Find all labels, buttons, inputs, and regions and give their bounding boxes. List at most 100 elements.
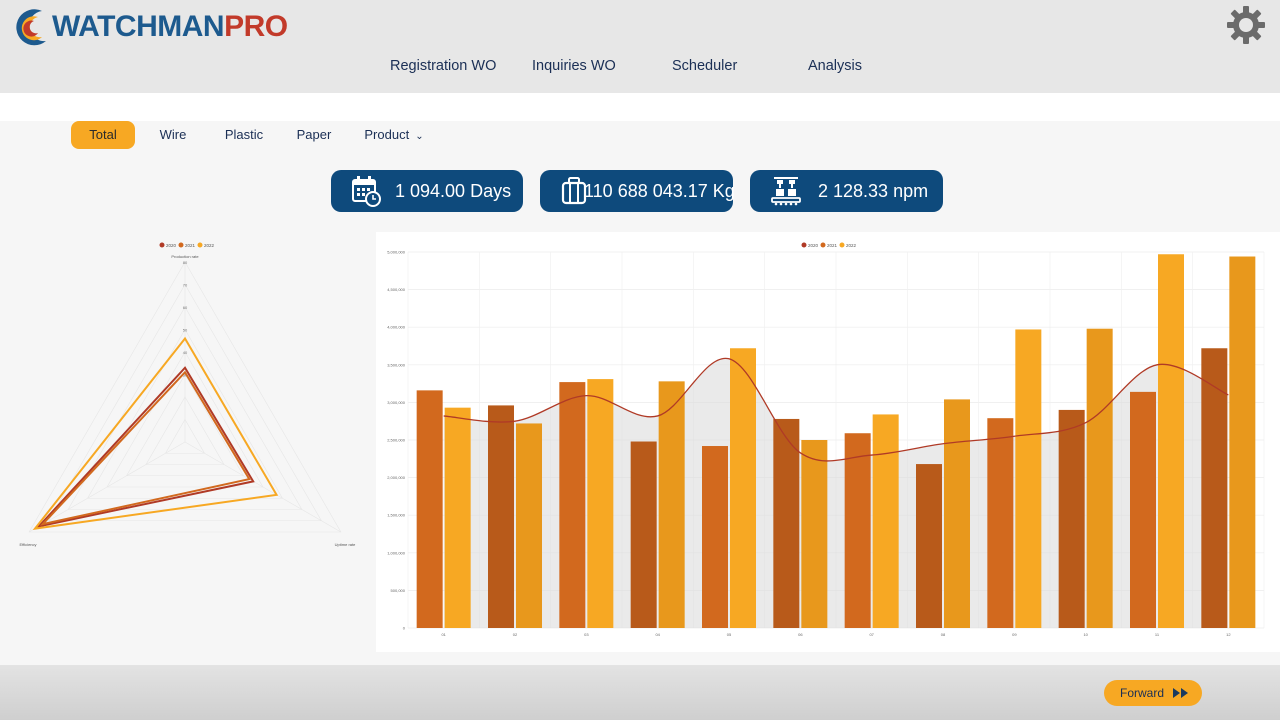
bar-2021-03 — [559, 382, 586, 628]
bar-x-tick-label: 02 — [513, 632, 518, 637]
bar-2022-01 — [444, 407, 471, 628]
gear-icon[interactable] — [1226, 5, 1266, 45]
product-dropdown[interactable]: Product ⌄ — [356, 121, 432, 149]
radar-grid-ring — [67, 306, 303, 510]
radar-grid-ring — [87, 328, 283, 499]
bar-legend-label-2020: 2020 — [808, 243, 819, 248]
radar-grid-ring — [48, 283, 322, 522]
radar-tick-label: 40 — [183, 350, 188, 355]
production-line-icon — [771, 177, 801, 206]
radar-legend-swatch-2022 — [197, 242, 203, 248]
radar-tick-label: 30 — [183, 373, 188, 378]
nav-inquiries-wo[interactable]: Inquiries WO — [532, 58, 616, 74]
filter-paper[interactable]: Paper — [296, 127, 332, 142]
radar-tick-label: 70 — [183, 283, 188, 288]
radar-series-2021 — [39, 370, 251, 526]
radar-legend-label-2022: 2022 — [204, 243, 215, 248]
bar-2022-12 — [1229, 256, 1256, 628]
bar-y-tick-label: 3,500,000 — [387, 362, 406, 367]
filter-plastic[interactable]: Plastic — [224, 127, 264, 142]
bar-2022-11 — [1158, 254, 1184, 629]
logo-text-part2: PRO — [224, 10, 288, 43]
header-divider-strip — [0, 93, 1280, 121]
bar-2022-10 — [1086, 328, 1113, 628]
bar-y-tick-label: 5,000,000 — [387, 250, 406, 255]
category-filters: Total Wire Plastic Paper Product ⌄ — [0, 121, 1280, 151]
filter-total[interactable]: Total — [71, 121, 135, 149]
kpi-weight-value: 110 688 043.17 Kg — [584, 181, 735, 201]
bar-2021-10 — [1058, 409, 1085, 628]
radar-legend-swatch-2020 — [159, 242, 165, 248]
forward-button[interactable]: Forward — [1104, 680, 1202, 706]
watchmanpro-logo: WATCHMANPRO — [12, 4, 302, 50]
bar-2021-11 — [1130, 391, 1156, 628]
radar-grid-ring — [164, 418, 206, 454]
bar-y-tick-label: 500,000 — [391, 588, 406, 593]
forward-label: Forward — [1120, 686, 1165, 700]
footer-bar — [0, 665, 1280, 720]
radar-grid-ring — [145, 396, 225, 465]
radar-tick-label: 60 — [183, 305, 188, 310]
bar-x-tick-label: 07 — [869, 632, 874, 637]
logo-text: WATCHMANPRO — [52, 10, 288, 44]
bar-series-2020-line — [443, 357, 1229, 462]
bar-2022-02 — [516, 423, 542, 628]
bar-2022-07 — [872, 414, 899, 628]
bar-y-tick-label: 1,500,000 — [387, 513, 406, 518]
radar-axis-label-uptime: Uptime rate — [335, 542, 356, 547]
app-header: WATCHMANPRO Registration WO Inquiries WO… — [0, 0, 1280, 93]
bar-y-tick-label: 3,000,000 — [387, 400, 406, 405]
chevron-down-icon: ⌄ — [415, 131, 424, 142]
bar-x-tick-label: 08 — [941, 632, 946, 637]
bar-2021-06 — [773, 418, 800, 628]
nav-registration-wo[interactable]: Registration WO — [390, 58, 497, 74]
calendar-clock-icon — [352, 176, 381, 207]
bar-2022-03 — [587, 379, 614, 628]
logo-mark-icon — [16, 9, 46, 46]
radar-chart: 2020 2021 2022 80 70 60 50 40 30 Production rate U… — [19, 242, 356, 547]
bar-x-tick-label: 09 — [1012, 632, 1017, 637]
radar-spoke — [28, 441, 186, 533]
bar-x-tick-label: 11 — [1155, 632, 1160, 637]
bar-2021-02 — [488, 405, 514, 628]
luggage-icon — [561, 177, 587, 205]
filter-wire[interactable]: Wire — [159, 127, 187, 142]
radar-series-2020 — [36, 366, 255, 528]
nav-analysis[interactable]: Analysis — [808, 58, 862, 74]
bar-2022-05 — [730, 348, 756, 628]
bar-2022-09 — [1015, 329, 1042, 628]
main-nav: Registration WO Inquiries WO Scheduler A… — [0, 58, 1280, 82]
bar-2022-06 — [801, 440, 828, 628]
bar-2021-07 — [844, 433, 871, 628]
kpi-days-value: 1 094.00 Days — [395, 181, 512, 201]
bar-y-tick-label: 4,500,000 — [387, 287, 406, 292]
product-dropdown-label: Product — [364, 127, 410, 142]
bar-x-tick-label: 05 — [727, 632, 732, 637]
radar-grid-ring — [28, 261, 342, 533]
bar-y-tick-label: 0 — [403, 626, 406, 631]
bar-x-tick-label: 12 — [1226, 632, 1231, 637]
radar-legend-label-2021: 2021 — [185, 243, 196, 248]
kpi-rate: 2 128.33 npm — [750, 170, 943, 212]
bar-x-tick-label: 04 — [655, 632, 660, 637]
bar-y-tick-label: 1,000,000 — [387, 550, 406, 555]
bar-legend-swatch-2020 — [801, 242, 807, 248]
bar-y-tick-label: 2,000,000 — [387, 475, 406, 480]
bar-chart-panel: 2020 2021 2022 0 500,000 1,000,000 1,500,000 2,… — [376, 232, 1280, 652]
bar-2021-04 — [630, 441, 657, 628]
bar-y-tick-label: 4,000,000 — [387, 325, 406, 330]
bar-y-tick-label: 2,500,000 — [387, 438, 406, 443]
bar-2021-12 — [1201, 348, 1228, 628]
kpi-rate-value: 2 128.33 npm — [818, 181, 929, 201]
bar-2021-08 — [916, 464, 942, 628]
bar-2021-09 — [987, 418, 1014, 628]
radar-legend-label-2020: 2020 — [166, 243, 177, 248]
radar-tick-label: 80 — [183, 260, 188, 265]
bar-2022-04 — [658, 381, 685, 628]
fast-forward-icon — [1173, 688, 1188, 698]
bar-x-tick-label: 03 — [584, 632, 589, 637]
radar-series-2022 — [32, 336, 279, 530]
nav-scheduler[interactable]: Scheduler — [672, 58, 738, 74]
bar-legend-swatch-2021 — [820, 242, 826, 248]
bar-x-tick-label: 01 — [441, 632, 446, 637]
